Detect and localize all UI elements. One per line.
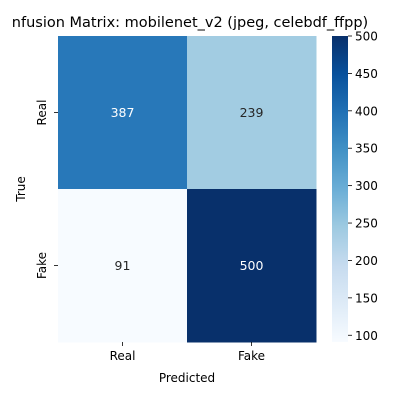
- colorbar-tick-label: 250: [355, 217, 378, 231]
- x-axis-label: Predicted: [159, 371, 215, 385]
- y-tick-label: Fake: [35, 252, 49, 279]
- colorbar-ticks: 100 150 200 250 300 350 400 450 500: [348, 30, 378, 343]
- y-axis: Real Fake: [35, 100, 58, 279]
- colorbar-tick-label: 500: [355, 30, 378, 44]
- heatmap-cell: [58, 36, 188, 190]
- heatmap-cell: [187, 189, 317, 343]
- colorbar-tick-label: 150: [355, 291, 378, 305]
- heatmap-cells: 387 239 91 500: [58, 36, 317, 343]
- colorbar-tick-label: 200: [355, 254, 378, 268]
- x-tick-label: Real: [110, 349, 136, 363]
- y-axis-label: True: [14, 176, 28, 203]
- y-tick-label: Real: [35, 100, 49, 126]
- cell-value-label: 239: [240, 105, 264, 120]
- x-tick-label: Fake: [238, 349, 265, 363]
- colorbar-tick-label: 450: [355, 67, 378, 81]
- cell-value-label: 500: [240, 258, 264, 273]
- colorbar: [332, 36, 348, 342]
- colorbar-tick-label: 400: [355, 104, 378, 118]
- x-axis: Real Fake: [110, 342, 265, 363]
- colorbar-tick-label: 350: [355, 142, 378, 156]
- colorbar-tick-label: 100: [355, 329, 378, 343]
- colorbar-tick-label: 300: [355, 179, 378, 193]
- cell-value-label: 387: [111, 105, 135, 120]
- heatmap-cell: [58, 189, 188, 343]
- cell-value-label: 91: [115, 258, 131, 273]
- chart-title: nfusion Matrix: mobilenet_v2 (jpeg, cele…: [12, 15, 368, 31]
- heatmap-cell: [187, 36, 317, 190]
